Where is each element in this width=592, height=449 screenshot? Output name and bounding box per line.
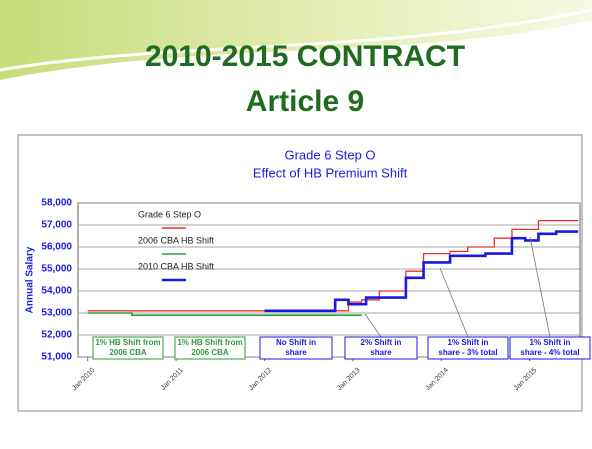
- plot-area: [77, 202, 581, 358]
- annotation-text: share - 3% total: [438, 348, 497, 357]
- annotation-box: [259, 336, 333, 360]
- annotation-arrow: [364, 313, 382, 338]
- series-line: [264, 230, 579, 313]
- annotation-text: share: [285, 348, 307, 357]
- y-tick-label: 58,000: [41, 198, 72, 209]
- annotation-text: 1% HB Shift from: [177, 338, 242, 347]
- annotation-arrow: [529, 236, 551, 338]
- annotation-text: 1% HB Shift from: [95, 338, 160, 347]
- annotation-text: 2006 CBA: [109, 348, 147, 357]
- annotation-text: 2% Shift in: [361, 338, 402, 347]
- series-line: [87, 219, 579, 312]
- series-line: [87, 312, 362, 316]
- annotation-box: [509, 336, 591, 360]
- annotation-text: share: [370, 348, 392, 357]
- annotation-box: [92, 336, 164, 360]
- annotation-box: [174, 336, 246, 360]
- y-tick-label: 52,000: [41, 330, 72, 341]
- y-tick-label: 57,000: [41, 220, 72, 231]
- y-tick-label: 53,000: [41, 308, 72, 319]
- annotation-text: No Shift in: [276, 338, 316, 347]
- annotation-text: 2006 CBA: [191, 348, 229, 357]
- slide-title: 2010-2015 CONTRACT: [145, 40, 465, 73]
- annotation-box: [427, 336, 509, 360]
- swoosh-line: [0, 8, 592, 72]
- annotation-box: [344, 336, 418, 360]
- annotation-text: 1% Shift in: [448, 338, 489, 347]
- y-tick-label: 51,000: [41, 352, 72, 363]
- legend-label: 2006 CBA HB Shift: [138, 235, 215, 245]
- swoosh: [0, 0, 592, 80]
- annotation-arrow: [439, 267, 469, 338]
- chart-title: Grade 6 Step O: [284, 147, 375, 162]
- y-tick-label: 54,000: [41, 286, 72, 297]
- annotation-text: 1% Shift in: [530, 338, 571, 347]
- y-axis-label: Annual Salary: [25, 246, 36, 313]
- chart-subtitle: Effect of HB Premium Shift: [253, 165, 408, 180]
- legend-label: Grade 6 Step O: [138, 209, 201, 219]
- legend-label: 2010 CBA HB Shift: [138, 261, 215, 271]
- slide-subtitle: Article 9: [246, 85, 364, 118]
- y-tick-label: 56,000: [41, 242, 72, 253]
- annotation-text: share - 4% total: [520, 348, 579, 357]
- y-tick-label: 55,000: [41, 264, 72, 275]
